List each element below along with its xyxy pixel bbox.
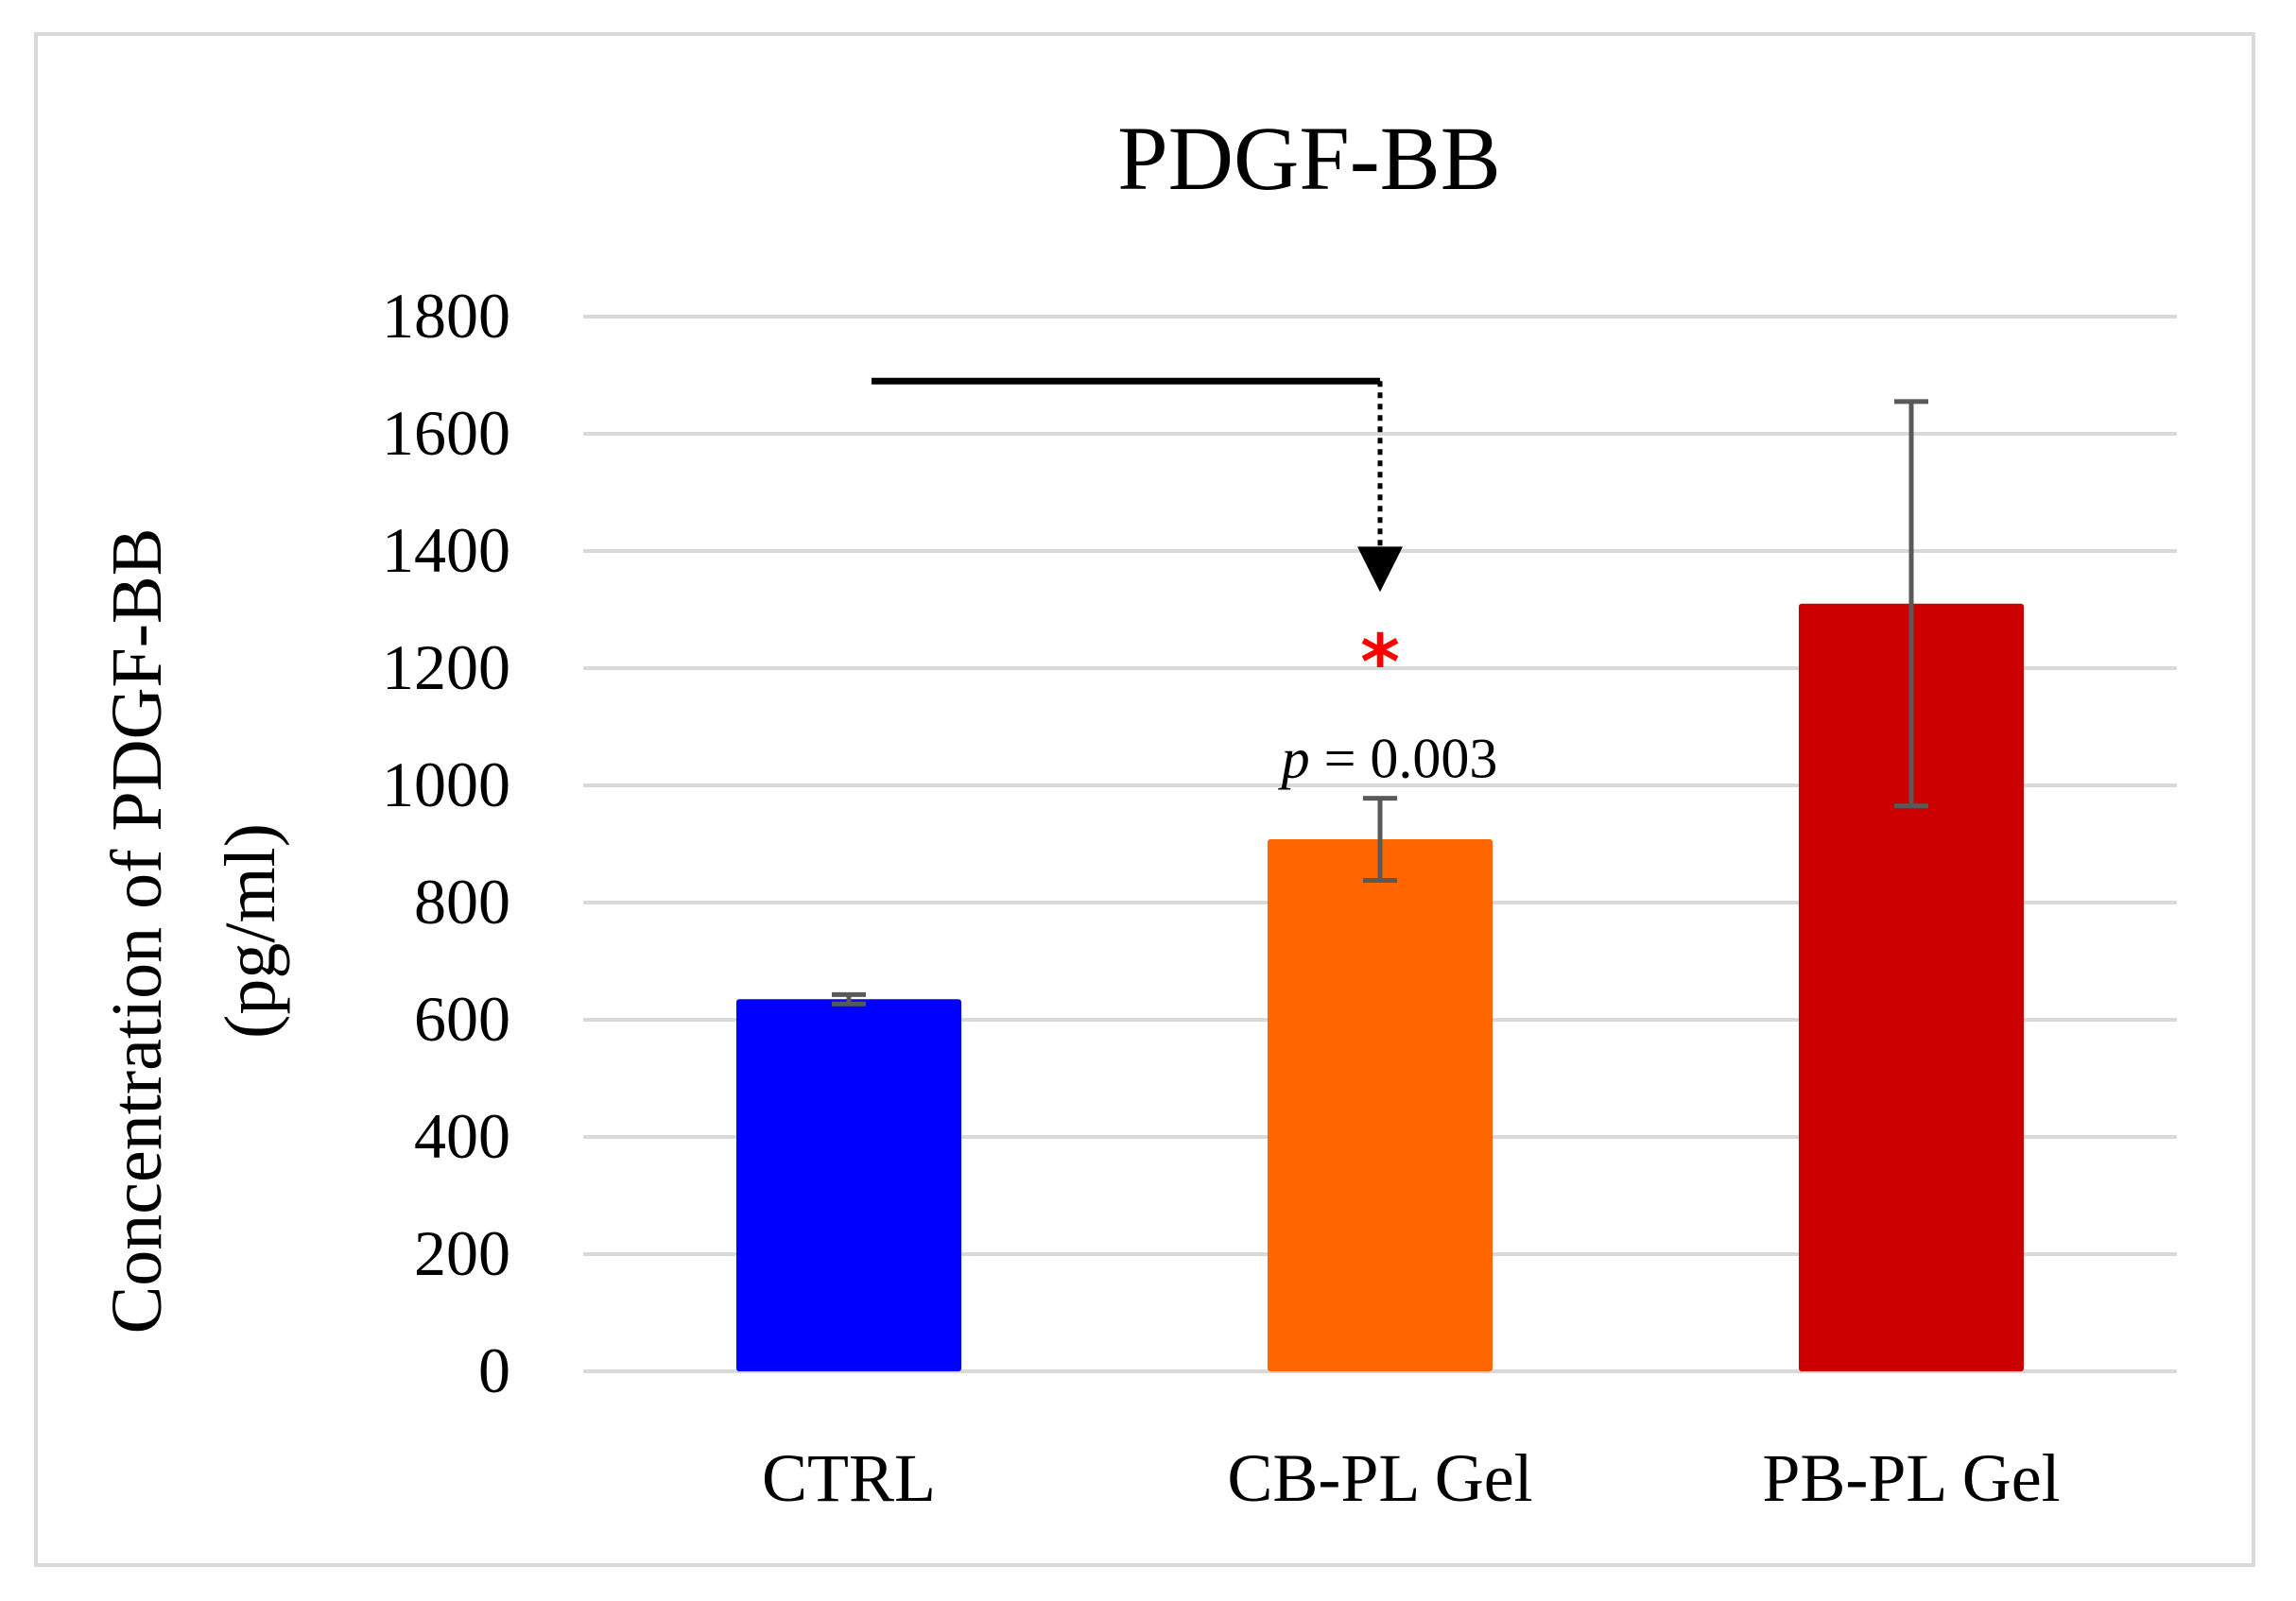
y-tick-label: 0 xyxy=(478,1334,510,1406)
y-tick-label: 800 xyxy=(414,866,510,938)
bar-ctrl xyxy=(736,999,961,1371)
y-tick-label: 1400 xyxy=(382,514,510,586)
p-value-label: p = 0.003 xyxy=(1278,727,1498,789)
arrow-head xyxy=(1357,546,1403,593)
chart-title: PDGF-BB xyxy=(1117,108,1500,209)
p-value: = 0.003 xyxy=(1310,727,1498,789)
y-tick-label: 600 xyxy=(414,983,510,1055)
y-tick-label: 1200 xyxy=(382,631,510,703)
x-axis-categories: CTRL CB-PL Gel PB-PL Gel xyxy=(762,1440,2061,1516)
error-bars xyxy=(832,399,1928,1007)
x-category-label: CB-PL Gel xyxy=(1227,1440,1532,1516)
significance-annotation: * p = 0.003 xyxy=(872,377,1498,789)
error-bar xyxy=(832,991,866,1007)
y-tick-label: 200 xyxy=(414,1217,510,1289)
error-bar xyxy=(1363,796,1397,883)
y-tick-label: 1800 xyxy=(382,280,510,352)
x-category-label: CTRL xyxy=(762,1440,936,1516)
y-tick-label: 1600 xyxy=(382,397,510,469)
y-axis-label-line1: Concentration of PDGF-BB xyxy=(97,528,177,1334)
bar-pb-pl-gel xyxy=(1799,603,2024,1371)
p-symbol: p xyxy=(1278,727,1310,789)
x-category-label: PB-PL Gel xyxy=(1762,1440,2060,1516)
y-tick-label: 1000 xyxy=(382,749,510,820)
bars xyxy=(736,603,2024,1371)
y-tick-label: 400 xyxy=(414,1100,510,1172)
y-axis-label-line2: (pg/ml) xyxy=(211,823,290,1039)
y-axis-ticks: 0 200 400 600 800 1000 1200 1400 1600 1800 xyxy=(382,280,510,1406)
significance-asterisk: * xyxy=(1360,618,1400,706)
bar-cb-pl-gel xyxy=(1268,839,1493,1371)
error-bar xyxy=(1894,399,1928,809)
